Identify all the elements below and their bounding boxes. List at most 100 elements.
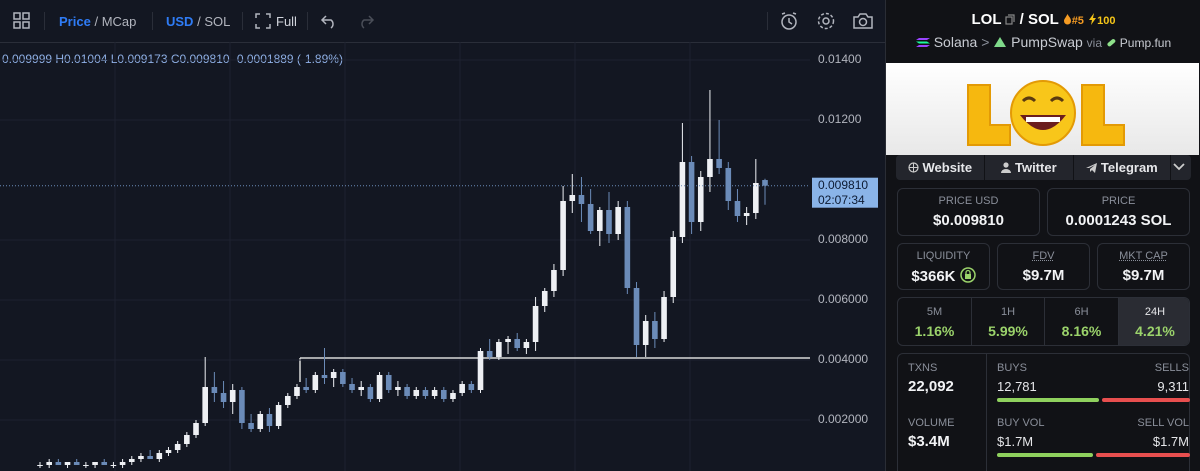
candle-body (578, 195, 585, 204)
settings-icon[interactable] (816, 11, 836, 31)
candle-body (349, 384, 355, 390)
layout-icon[interactable] (13, 12, 31, 30)
fdv-box: FDV $9.7M (997, 243, 1090, 290)
candle-body (743, 213, 750, 216)
chain-name[interactable]: Solana (933, 34, 978, 50)
fullscreen-icon[interactable] (255, 13, 271, 29)
candle-body (679, 162, 686, 237)
stats-box (897, 353, 1190, 471)
stat-label: SELL VOL (1137, 417, 1189, 429)
candle-body (202, 387, 208, 423)
currency-toggle[interactable]: USD / SOL (166, 14, 230, 29)
candle-body (220, 393, 227, 402)
price-option[interactable]: Price (59, 14, 91, 29)
candle-body (55, 462, 62, 465)
candle-body (275, 405, 282, 426)
separator (44, 12, 45, 30)
candle-body (762, 180, 768, 186)
price-mcap-toggle[interactable]: Price / MCap (59, 14, 136, 29)
candle-body (110, 465, 117, 466)
candle-body (64, 462, 71, 465)
sol-option[interactable]: SOL (204, 14, 231, 29)
candle-body (624, 207, 631, 288)
launchpad-icon (1107, 39, 1116, 47)
candle-body (376, 375, 383, 399)
candle-body (652, 321, 658, 339)
bar-countdown: 02:07:34 (818, 193, 865, 207)
candle-body (92, 462, 98, 465)
telegram-link[interactable]: Telegram (1074, 155, 1171, 180)
usd-option[interactable]: USD (166, 14, 194, 29)
mkt-cap-box: MKT CAP $9.7M (1097, 243, 1190, 290)
website-link[interactable]: Website (896, 155, 985, 180)
alert-icon[interactable] (779, 11, 799, 31)
separator-text: / (94, 14, 99, 29)
stat-value: 12,781 (997, 379, 1037, 394)
dex-name[interactable]: PumpSwap (1011, 34, 1083, 50)
candle-body (37, 465, 43, 466)
stat-label: MKT CAP (1119, 250, 1168, 262)
token-panel: LOL / SOL #5 100 Solana > PumpSwap via P… (885, 0, 1200, 471)
undo-icon[interactable] (320, 13, 338, 29)
vertical-grid (114, 42, 691, 471)
candle-body (597, 210, 603, 231)
candle-body (661, 297, 667, 339)
twitter-link[interactable]: Twitter (985, 155, 1074, 180)
candle-body (266, 414, 273, 426)
launchpad-name[interactable]: Pump.fun (1119, 36, 1172, 50)
screenshot-icon[interactable] (852, 12, 874, 30)
liquidity-value: $366K (911, 268, 956, 285)
more-links-caret[interactable] (1173, 163, 1185, 171)
tab-period: 1H (1000, 306, 1016, 318)
stat-label: FDV (1032, 250, 1055, 262)
candle-body (633, 288, 640, 345)
change-tab-active[interactable]: 24H 4.21% (1119, 298, 1189, 345)
boost-count: 100 (1097, 15, 1116, 27)
change-tab[interactable]: 5M 1.16% (898, 298, 972, 345)
stat-value: 0.0001243 SOL (1065, 212, 1172, 229)
stat-value: $3.4M (908, 433, 950, 450)
tab-change: 4.21% (1135, 323, 1175, 339)
stat-label: LIQUIDITY (916, 250, 971, 262)
sell-vol-bar (1096, 453, 1190, 457)
candle-body (46, 462, 52, 465)
stat-label: BUYS (997, 362, 1027, 374)
candle-body (753, 183, 759, 213)
candle-body (248, 423, 254, 429)
change-tab[interactable]: 6H 8.16% (1045, 298, 1119, 345)
separator (307, 12, 308, 30)
rank-icon (1063, 14, 1071, 25)
candle-body (165, 450, 172, 453)
pair-header: LOL / SOL #5 100 (886, 11, 1200, 28)
last-price-tag (812, 177, 878, 208)
mcap-option[interactable]: MCap (101, 14, 137, 29)
dex-icon (994, 37, 1007, 47)
fullscreen-button[interactable]: Full (276, 14, 297, 29)
liquidity-box: LIQUIDITY $366K (897, 243, 990, 290)
candle-body (486, 351, 493, 357)
candle-body (312, 375, 319, 390)
toolbar: Price / MCap USD / SOL Full (0, 0, 885, 43)
candle-body (395, 387, 401, 390)
token-banner (886, 63, 1199, 155)
links-bar (896, 155, 1191, 180)
copy-icon[interactable] (1005, 14, 1016, 25)
candle-body (239, 390, 245, 423)
stat-label: SELLS (1154, 362, 1189, 374)
candle-body (725, 168, 732, 201)
stat-value: $0.009810 (933, 212, 1004, 229)
stat-label: PRICE USD (938, 195, 999, 207)
redo-icon[interactable] (357, 13, 375, 29)
candle-body (560, 201, 566, 270)
y-tick-label: 0.01400 (818, 52, 862, 66)
candle-body (606, 210, 612, 234)
candle-body (707, 159, 713, 177)
candle-body (413, 390, 420, 396)
change-tab[interactable]: 1H 5.99% (972, 298, 1045, 345)
candle-body (734, 201, 741, 216)
stat-label: TXNS (908, 362, 938, 374)
separator (242, 12, 243, 30)
stat-value: $9.7M (1122, 267, 1165, 284)
candle-body (551, 270, 557, 291)
stat-label: PRICE (1101, 195, 1136, 207)
